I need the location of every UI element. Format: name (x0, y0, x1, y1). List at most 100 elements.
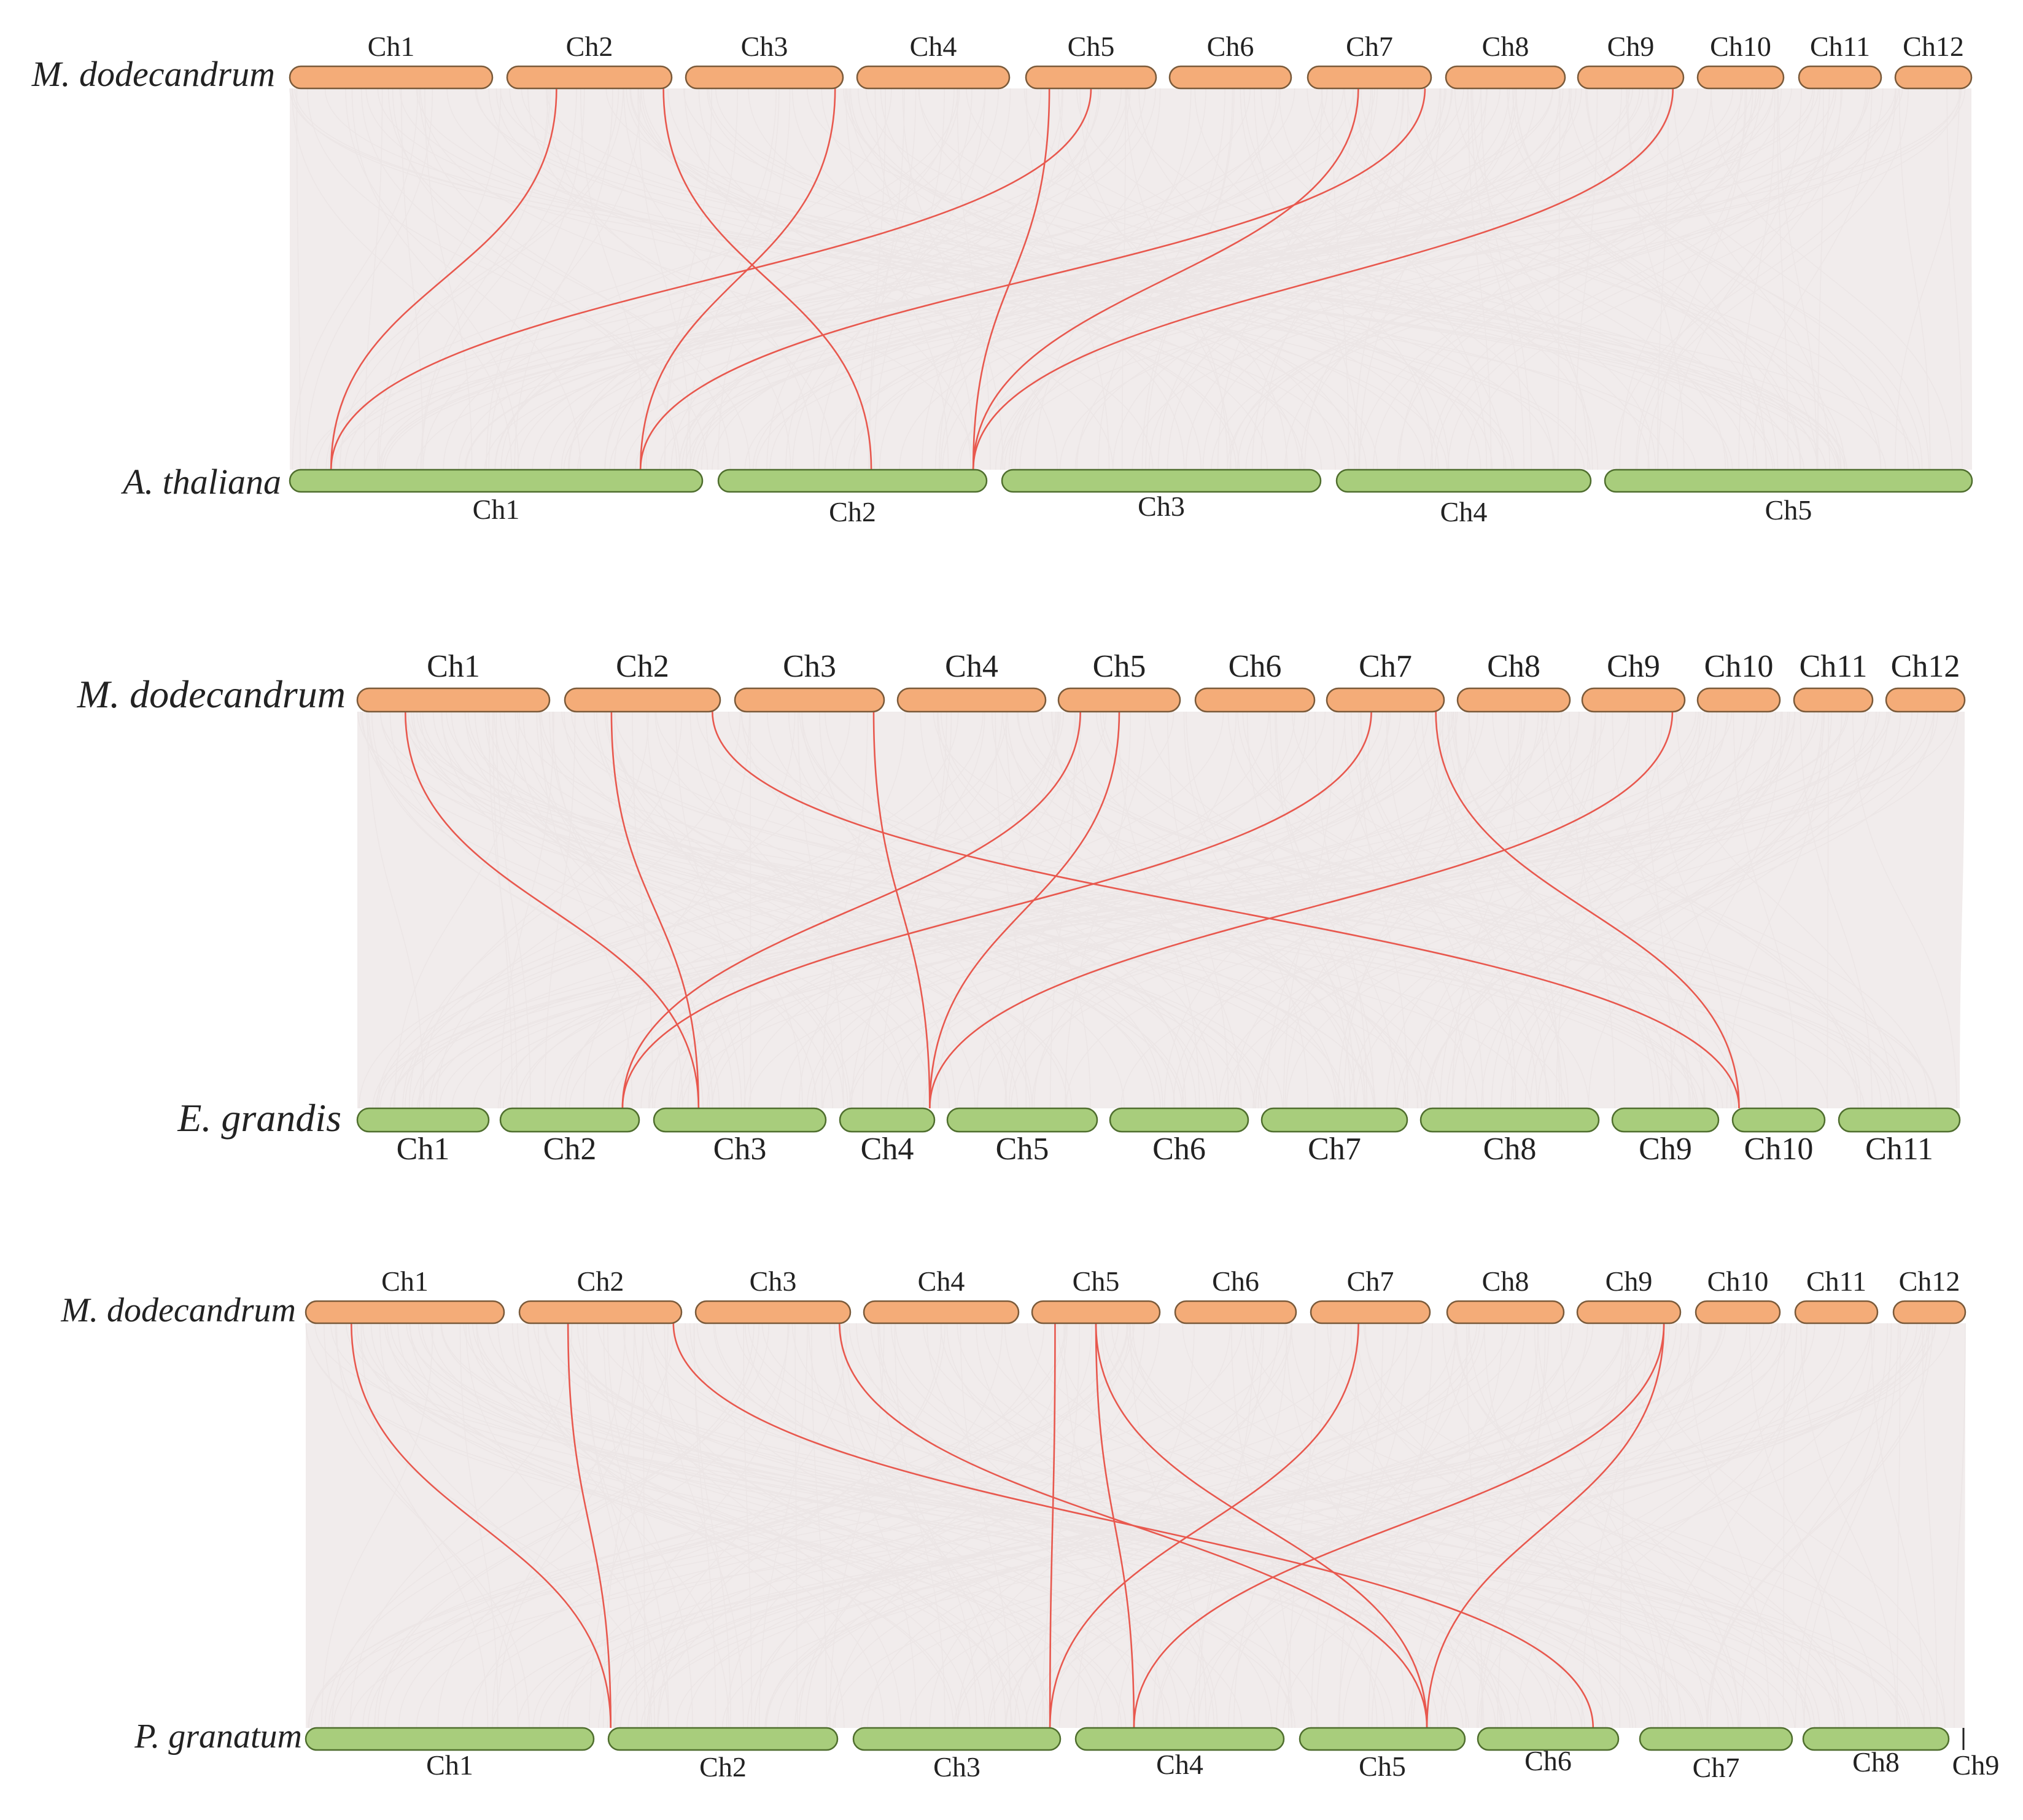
background-link (758, 1323, 808, 1729)
background-link (1524, 711, 1776, 1109)
background-link (561, 711, 1828, 1109)
background-link (1126, 1323, 1729, 1729)
background-link (1027, 711, 1901, 1109)
background-link (1673, 88, 1831, 470)
background-link (634, 1323, 902, 1729)
background-link (873, 88, 945, 470)
background-link (1654, 711, 1732, 1109)
top-chromosome-track: Ch1 Ch2 Ch3 Ch4 Ch5 Ch6 Ch7 Ch8 Ch9 Ch10 Ch11 Ch12 (305, 1266, 1967, 1324)
bottom-chromosome-ch4 (839, 1107, 936, 1133)
background-link (638, 88, 1237, 470)
background-link (960, 1323, 1012, 1729)
background-link (648, 711, 1003, 1109)
background-link (877, 1323, 1165, 1729)
background-link (1287, 1323, 1316, 1729)
background-link (1218, 711, 1728, 1109)
top-chromosome-ch10 (1696, 687, 1781, 713)
background-link (818, 711, 1008, 1109)
bottom-chromosome-track: Ch1 Ch2 Ch3 Ch4 Ch5 Ch6 Ch7 Ch8 Ch9 (305, 1727, 1999, 1783)
top-chromosome-label: Ch6 (1212, 1266, 1259, 1297)
background-link (597, 1323, 1292, 1729)
background-link (410, 1323, 954, 1729)
background-link (360, 88, 680, 470)
collinear-link-ch9-to-ch5 (1426, 1323, 1665, 1729)
background-link (848, 1323, 1585, 1729)
background-link (1706, 1323, 1930, 1729)
background-link (850, 88, 1357, 470)
background-link (1102, 1323, 1739, 1729)
background-link (351, 88, 519, 470)
top-chromosome-label: Ch5 (1068, 31, 1115, 62)
background-link (537, 1323, 729, 1729)
collinear-gene-links (404, 711, 1740, 1109)
bottom-chromosome-label: Ch3 (933, 1751, 980, 1783)
background-link (808, 1323, 1046, 1729)
collinear-link-ch5-to-ch3 (1049, 1323, 1056, 1729)
top-chromosome-ch7 (1310, 1300, 1431, 1324)
background-link (909, 1323, 1871, 1729)
background-link (1244, 1323, 1467, 1729)
bottom-chromosome-label: Ch3 (1138, 491, 1185, 522)
background-link (536, 711, 742, 1109)
background-link (939, 88, 1063, 470)
background-link (1138, 88, 1450, 470)
background-link (381, 88, 1819, 470)
background-link (1351, 711, 1515, 1109)
top-chromosome-track: Ch1 Ch2 Ch3 Ch4 Ch5 Ch6 Ch7 Ch8 Ch9 Ch10 Ch11 Ch12 (289, 31, 1973, 90)
background-link (583, 711, 796, 1109)
top-chromosome-ch6 (1174, 1300, 1297, 1324)
background-link (1477, 1323, 1649, 1729)
background-link (520, 711, 1420, 1109)
top-chromosome-label: Ch11 (1806, 1266, 1866, 1297)
background-link (1254, 88, 1360, 470)
top-chromosome-ch6 (1168, 65, 1292, 90)
background-link (748, 1323, 1925, 1729)
top-chromosome-label: Ch10 (1710, 31, 1771, 62)
background-link (654, 711, 1207, 1109)
top-chromosome-label: Ch5 (1093, 649, 1146, 684)
background-link (1065, 711, 1758, 1109)
background-link (705, 711, 939, 1109)
bottom-chromosome-ch3 (1001, 469, 1322, 493)
background-link (468, 1323, 1197, 1729)
background-link (933, 711, 1917, 1109)
background-link (484, 88, 1766, 470)
background-link (1304, 88, 1487, 470)
background-link (1300, 88, 1572, 470)
background-link (378, 711, 1175, 1109)
top-chromosome-label: Ch4 (918, 1266, 965, 1297)
background-link (409, 1323, 1470, 1729)
background-link (1481, 711, 1758, 1109)
background-link (637, 88, 691, 470)
background-link (1416, 711, 1602, 1109)
background-link (563, 88, 1744, 470)
background-link (1451, 711, 1522, 1109)
background-link (623, 1323, 1050, 1729)
background-link (1440, 1323, 1703, 1729)
background-link (1245, 88, 1868, 470)
background-link (511, 1323, 971, 1729)
background-link (1127, 88, 1749, 470)
background-link (658, 1323, 1131, 1729)
background-link (1411, 1323, 1550, 1729)
background-link (646, 711, 803, 1109)
collinear-link-ch5-to-ch1 (330, 88, 1092, 470)
background-link (1710, 88, 1953, 470)
background-link (474, 711, 950, 1109)
background-link (565, 711, 1058, 1109)
background-link (416, 88, 1591, 470)
background-link (1197, 1323, 1632, 1729)
background-link (1132, 88, 1837, 470)
background-link (462, 1323, 1478, 1729)
background-link (1500, 711, 1842, 1109)
background-link (532, 1323, 1522, 1729)
background-link (744, 711, 1295, 1109)
background-link (1407, 1323, 1928, 1729)
background-link (371, 711, 704, 1109)
bottom-chromosome-label: Ch4 (1156, 1749, 1203, 1780)
background-link (439, 711, 1768, 1109)
background-link (1399, 88, 1623, 470)
top-chromosome-label: Ch7 (1346, 31, 1393, 62)
background-link (1130, 1323, 1207, 1729)
background-link (424, 88, 473, 470)
